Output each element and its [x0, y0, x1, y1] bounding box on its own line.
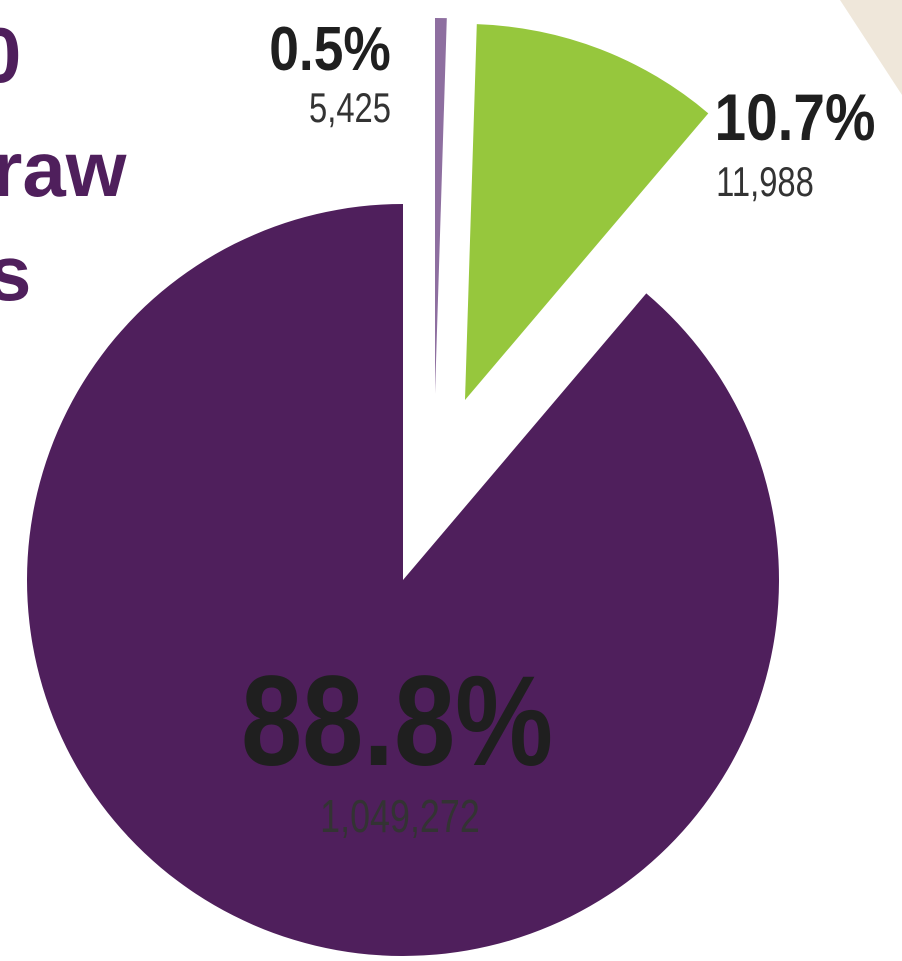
count-label: 11,988 [716, 158, 814, 205]
title-line: 0 [0, 11, 21, 99]
title-line: raw [0, 125, 127, 213]
pie-slice [435, 18, 447, 394]
background-decoration [840, 0, 902, 95]
value-label: 10.7% [715, 81, 876, 155]
count-label: 5,425 [309, 84, 391, 131]
pie-slice [465, 24, 709, 400]
count-label: 1,049,272 [320, 791, 480, 842]
pie-slice [26, 204, 779, 956]
title-line: s [0, 229, 31, 317]
value-label: 88.8% [241, 650, 553, 793]
value-label: 0.5% [269, 15, 391, 84]
